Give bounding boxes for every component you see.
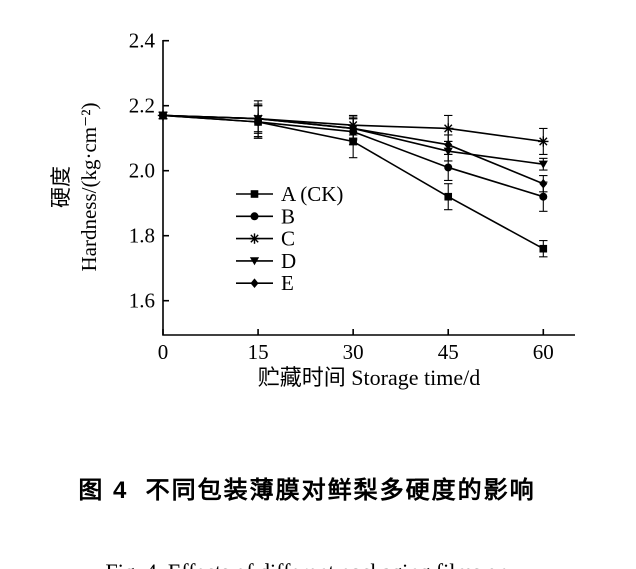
x-tick-label: 60: [533, 340, 554, 364]
figure-caption: 图 4 不同包装薄膜对鲜梨多硬度的影响 Fig. 4 Effects of di…: [0, 434, 614, 569]
x-tick-label: 30: [343, 340, 364, 364]
y-tick-label: 2.4: [129, 29, 156, 53]
y-axis-label-en: Hardness/(kg·cm⁻²): [77, 102, 101, 272]
x-axis-label: 贮藏时间 Storage time/d: [257, 365, 481, 390]
diamond-marker: [349, 123, 358, 134]
asterisk-marker: [443, 123, 454, 134]
circle-marker: [539, 192, 548, 201]
y-tick-label: 2.2: [129, 94, 155, 118]
square-marker: [250, 190, 259, 198]
triangle-down-marker: [538, 160, 548, 169]
legend-item-C: C: [236, 227, 295, 251]
diamond-marker: [250, 278, 259, 288]
x-tick-label: 45: [438, 340, 459, 364]
legend-label: A (CK): [281, 182, 343, 206]
series-E: [158, 103, 548, 193]
x-tick-label: 0: [158, 340, 169, 364]
square-marker: [444, 192, 453, 201]
diamond-marker: [159, 110, 167, 121]
triangle-down-marker: [249, 257, 260, 266]
y-tick-label: 1.8: [129, 224, 155, 248]
legend-item-B: B: [236, 204, 295, 228]
asterisk-marker: [538, 136, 549, 147]
caption-chinese: 图 4 不同包装薄膜对鲜梨多硬度的影响: [78, 477, 536, 504]
legend-label: D: [281, 249, 296, 273]
x-tick-label: 15: [248, 340, 269, 364]
diamond-marker: [444, 139, 453, 150]
square-marker: [539, 244, 548, 253]
diamond-marker: [254, 113, 263, 124]
circle-marker: [444, 163, 453, 172]
legend-label: E: [281, 271, 294, 295]
circle-marker: [250, 212, 259, 221]
legend-label: C: [281, 227, 295, 251]
legend-item-D: D: [236, 249, 296, 273]
y-tick-label: 1.6: [129, 289, 155, 313]
y-axis-label: 硬度 Hardness/(kg·cm⁻²): [47, 37, 105, 337]
caption-english-line1: Fig. 4 Effects of different packaging fi…: [0, 551, 614, 569]
legend-item-A (CK): A (CK): [236, 182, 343, 206]
legend-item-E: E: [236, 271, 294, 295]
diamond-marker: [539, 178, 548, 189]
y-tick-label: 2.0: [129, 159, 155, 183]
legend-label: B: [281, 204, 295, 228]
y-axis-label-zh: 硬度: [49, 166, 73, 208]
asterisk-marker: [249, 233, 260, 244]
